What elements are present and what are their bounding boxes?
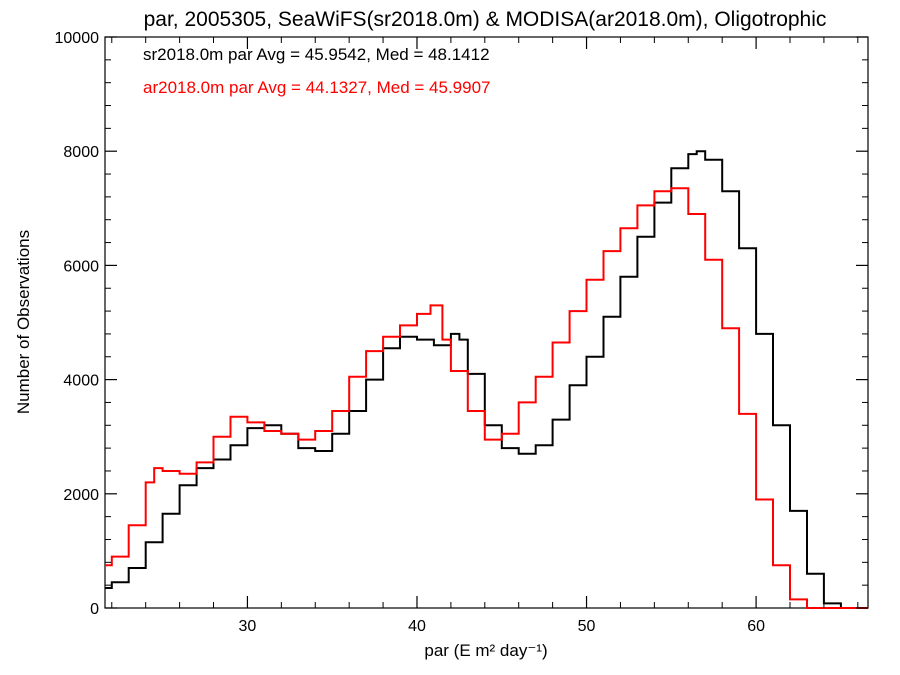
series-line-0	[105, 150, 868, 609]
y-tick-label: 6000	[63, 258, 99, 275]
series-line-1	[105, 187, 868, 609]
y-tick-label: 8000	[63, 144, 99, 161]
x-tick-label: 60	[747, 618, 765, 635]
series-layer	[105, 150, 868, 609]
tick-layer: 30 40 50 60 0 2000 4000 6000 8000 10000	[55, 30, 868, 635]
x-tick-label: 50	[578, 618, 596, 635]
chart-title: par, 2005305, SeaWiFS(sr2018.0m) & MODIS…	[144, 8, 827, 31]
y-tick-label: 2000	[63, 487, 99, 504]
y-axis-label: Number of Observations	[14, 230, 33, 414]
stat-line-black: sr2018.0m par Avg = 45.9542, Med = 48.14…	[143, 45, 490, 64]
plot-frame	[104, 36, 869, 609]
x-axis-label: par (E m² day⁻¹)	[424, 641, 547, 660]
y-tick-label: 0	[90, 601, 99, 618]
y-tick-label: 4000	[63, 373, 99, 390]
y-tick-label: 10000	[55, 30, 100, 47]
x-tick-label: 30	[239, 618, 257, 635]
stat-line-red: ar2018.0m par Avg = 44.1327, Med = 45.99…	[143, 78, 491, 97]
x-tick-label: 40	[408, 618, 426, 635]
